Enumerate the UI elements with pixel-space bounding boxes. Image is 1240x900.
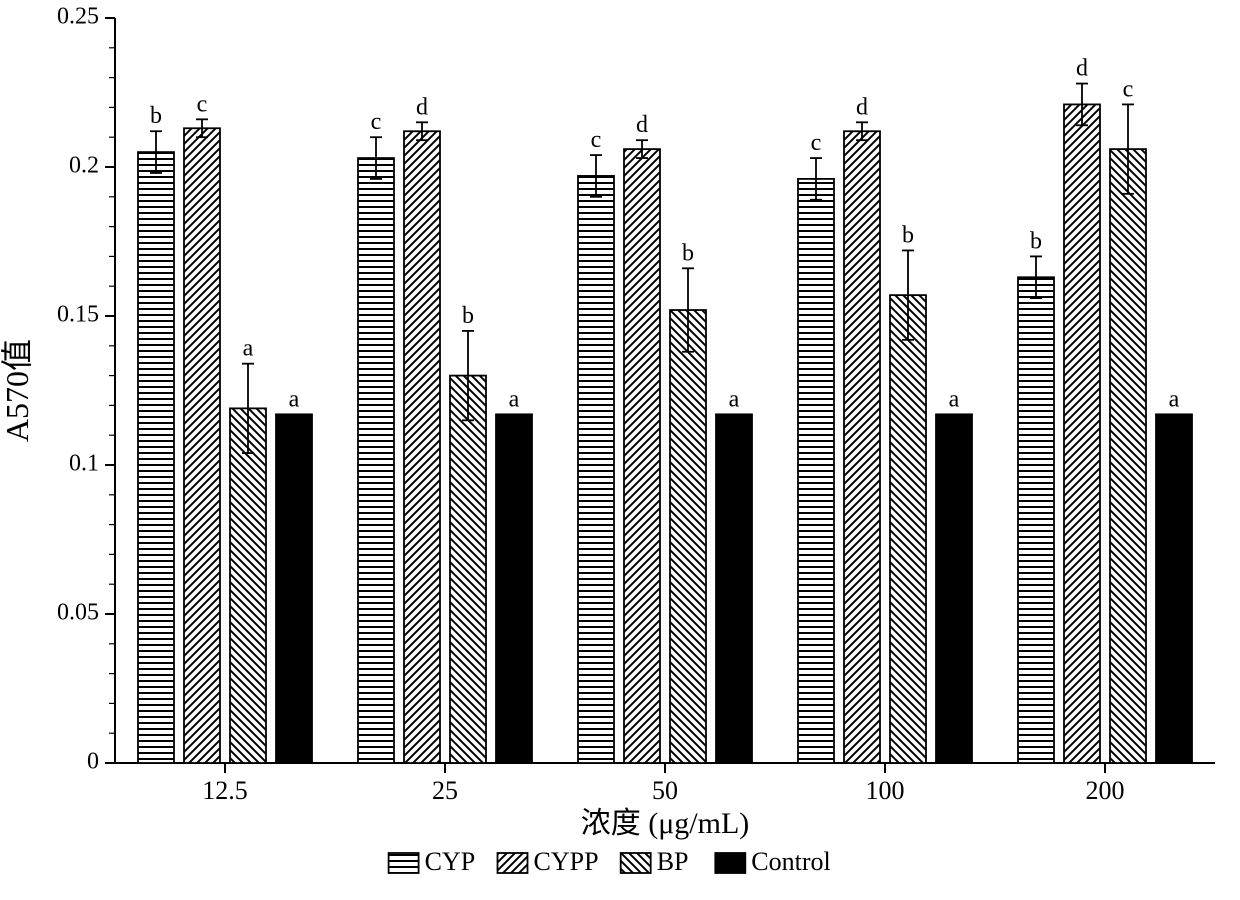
bar-BP	[230, 408, 266, 763]
bar-CYP	[798, 179, 834, 763]
x-tick-label: 200	[1086, 776, 1125, 805]
bar-CYP	[138, 152, 174, 763]
sig-label: c	[811, 130, 822, 156]
bar-Control	[936, 414, 972, 763]
chart-container: 0 0.05 0.1 0.15 0.2 0.25 A570值 12.5 b c a a 25 c d b a 50…	[0, 0, 1240, 900]
y-axis-label: A570值	[0, 339, 35, 442]
bar-CYPP	[404, 131, 440, 763]
sig-label: b	[682, 240, 694, 266]
bar-Control	[716, 414, 752, 763]
x-tick-label: 12.5	[202, 776, 248, 805]
bar-CYP	[358, 158, 394, 763]
x-axis-label: 浓度 (μg/mL)	[581, 807, 750, 840]
bar-BP	[450, 376, 486, 763]
sig-label: c	[591, 127, 602, 153]
legend-swatch-BP	[621, 853, 651, 873]
sig-label: b	[902, 222, 914, 248]
sig-label: a	[243, 336, 254, 362]
bar-CYP	[1018, 277, 1054, 763]
sig-label: c	[1123, 76, 1134, 102]
sig-label: c	[371, 109, 382, 135]
legend-label-CYPP: CYPP	[534, 847, 599, 876]
bar-CYPP	[184, 128, 220, 763]
bar-CYPP	[844, 131, 880, 763]
x-tick-label: 100	[866, 776, 905, 805]
sig-label: a	[289, 386, 300, 412]
sig-label: d	[856, 94, 868, 120]
bar-Control	[1156, 414, 1192, 763]
legend-swatch-CYPP	[498, 853, 528, 873]
bar-BP	[670, 310, 706, 763]
sig-label: d	[636, 112, 648, 138]
sig-label: d	[416, 94, 428, 120]
y-tick-label: 0.2	[69, 153, 99, 179]
sig-label: a	[949, 386, 960, 412]
y-tick-label: 0.25	[57, 4, 99, 30]
x-tick-label: 50	[652, 776, 678, 805]
x-tick-label: 25	[432, 776, 458, 805]
sig-label: a	[509, 386, 520, 412]
sig-label: c	[197, 91, 208, 117]
bar-Control	[276, 414, 312, 763]
bar-BP	[890, 295, 926, 763]
y-tick-label: 0.15	[57, 302, 99, 328]
sig-label: d	[1076, 56, 1088, 82]
sig-label: b	[1030, 228, 1042, 254]
bar-chart: 0 0.05 0.1 0.15 0.2 0.25 A570值 12.5 b c a a 25 c d b a 50…	[0, 0, 1240, 900]
bar-CYPP	[624, 149, 660, 763]
bar-BP	[1110, 149, 1146, 763]
legend-swatch-CYP	[389, 853, 419, 873]
sig-label: b	[462, 303, 474, 329]
y-tick-label: 0.05	[57, 600, 99, 626]
legend-label-CYP: CYP	[425, 847, 476, 876]
y-tick-label: 0.1	[69, 451, 99, 477]
legend-swatch-Control	[715, 853, 745, 873]
sig-label: a	[729, 386, 740, 412]
bar-CYPP	[1064, 104, 1100, 763]
legend-label-Control: Control	[751, 847, 830, 876]
sig-label: a	[1169, 386, 1180, 412]
legend-label-BP: BP	[657, 847, 689, 876]
y-tick-label: 0	[87, 749, 99, 775]
bar-Control	[496, 414, 532, 763]
sig-label: b	[150, 103, 162, 129]
bar-CYP	[578, 176, 614, 763]
